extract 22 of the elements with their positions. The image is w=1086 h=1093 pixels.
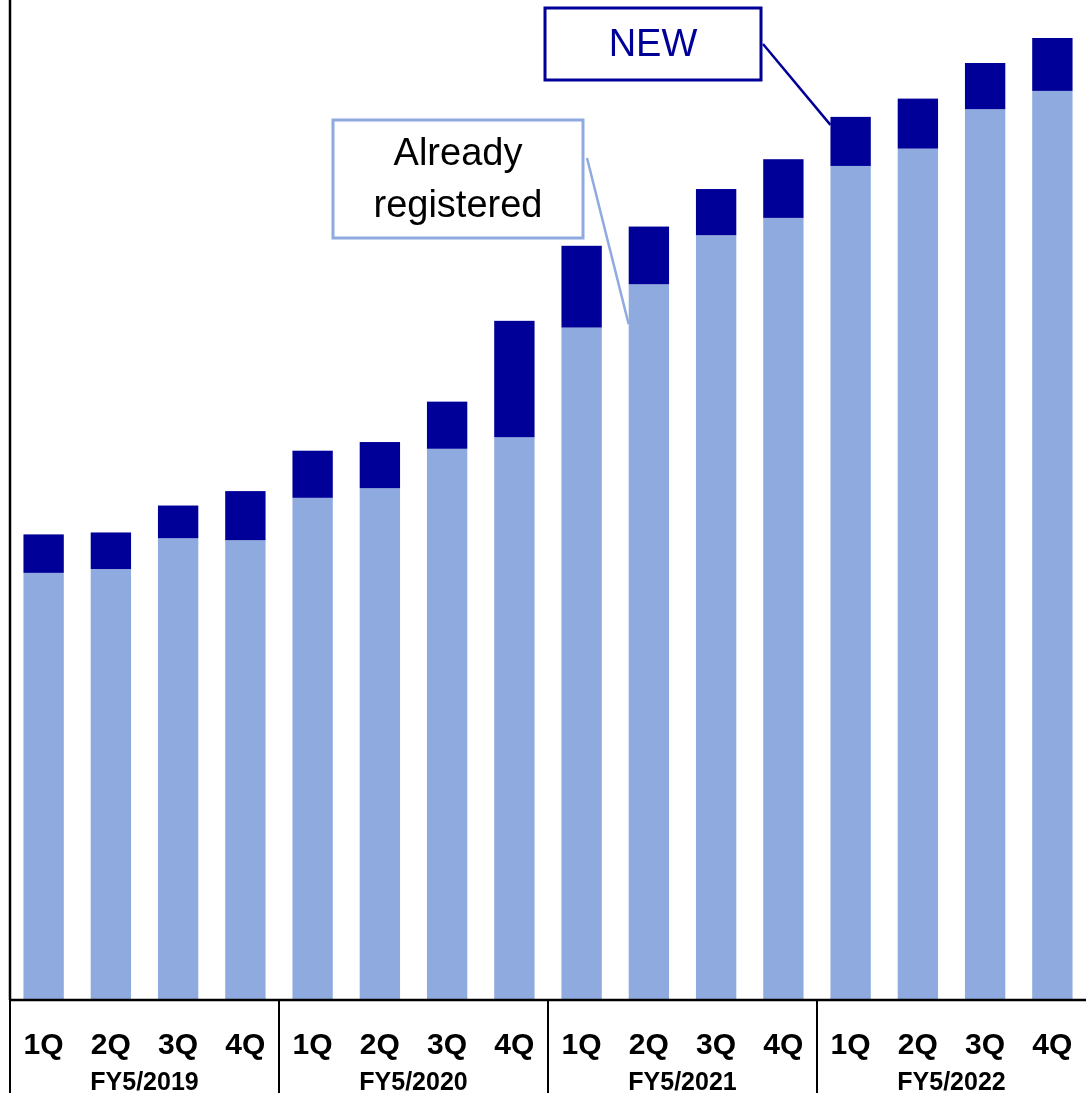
x-tick-label: 4Q: [763, 1027, 804, 1060]
x-tick-label: 4Q: [1032, 1027, 1073, 1060]
x-tick-label: 3Q: [158, 1027, 199, 1060]
text: FY5/2021: [628, 1067, 737, 1093]
x-tick-label: 2Q: [628, 1027, 669, 1060]
x-tick-label: 1Q: [23, 1027, 64, 1060]
x-tick-label: 2Q: [359, 1027, 400, 1060]
x-tick-label: 3Q: [427, 1027, 468, 1060]
text: FY5/2019: [90, 1067, 199, 1093]
text: NEW: [608, 22, 698, 64]
x-tick-label: 4Q: [225, 1027, 266, 1060]
x-tick-label: 1Q: [561, 1027, 602, 1060]
x-tick-label: 3Q: [965, 1027, 1006, 1060]
text: FY5/2020: [359, 1067, 468, 1093]
x-tick-label: 1Q: [830, 1027, 871, 1060]
x-tick-label: 2Q: [897, 1027, 938, 1060]
x-tick-label: 2Q: [90, 1027, 131, 1060]
x-tick-label: 1Q: [292, 1027, 333, 1060]
x-tick-label: 3Q: [696, 1027, 737, 1060]
text: FY5/2022: [897, 1067, 1006, 1093]
text: Already registered: [373, 131, 543, 225]
x-tick-label: 4Q: [494, 1027, 535, 1060]
